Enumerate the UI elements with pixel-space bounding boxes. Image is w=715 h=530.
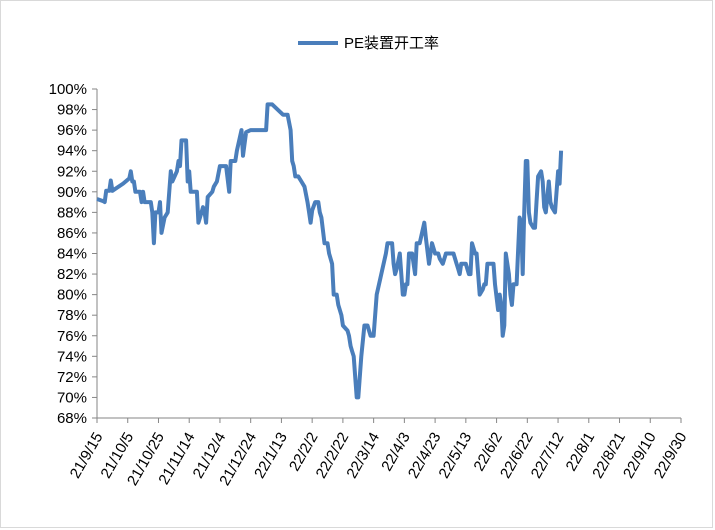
y-axis: 68% 70% 72% 74% 76% 78% 80% 82% 84% 86% 88% 90% 92% 9… <box>49 81 97 427</box>
y-tick-label: 68% <box>57 410 87 427</box>
y-tick-label: 84% <box>57 246 87 263</box>
legend: PE装置开工率 <box>298 35 439 52</box>
y-tick-label: 98% <box>57 102 87 119</box>
y-tick-label: 86% <box>57 225 87 242</box>
y-tick-label: 74% <box>57 348 87 365</box>
y-tick-label: 70% <box>57 389 87 406</box>
y-tick-label: 80% <box>57 287 87 304</box>
y-tick-label: 78% <box>57 307 87 324</box>
y-tick-label: 94% <box>57 143 87 160</box>
y-tick-label: 92% <box>57 163 87 180</box>
y-tick-label: 100% <box>49 81 87 98</box>
y-tick-label: 72% <box>57 369 87 386</box>
series-line-pe <box>96 102 564 400</box>
y-tick-label: 90% <box>57 184 87 201</box>
y-tick-label: 82% <box>57 266 87 283</box>
legend-label: PE装置开工率 <box>344 35 439 52</box>
x-axis: 21/9/1521/10/521/10/2521/11/1421/12/421/… <box>67 418 690 489</box>
y-tick-label: 76% <box>57 328 87 345</box>
y-tick-label: 96% <box>57 122 87 139</box>
y-tick-label: 88% <box>57 204 87 221</box>
